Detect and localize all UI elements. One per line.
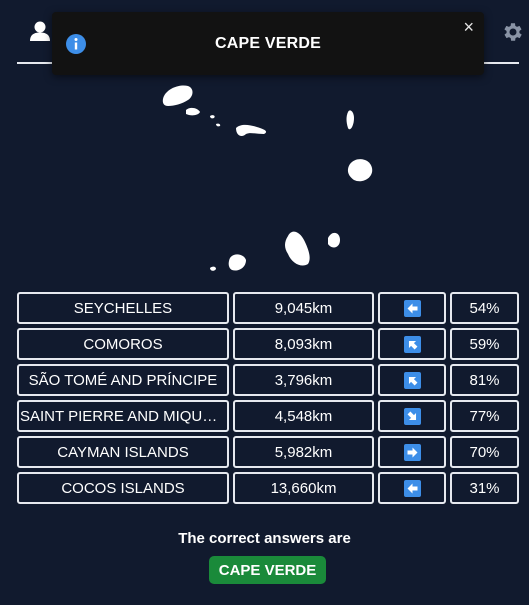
guess-direction	[378, 472, 446, 504]
guess-row: SAINT PIERRE AND MIQUELON 4,548km 77%	[17, 400, 519, 432]
guess-direction	[378, 400, 446, 432]
island-maio	[328, 232, 340, 248]
user-icon[interactable]	[29, 20, 51, 42]
guess-row: COMOROS 8,093km 59%	[17, 328, 519, 360]
island-fogo	[228, 254, 246, 271]
guess-percent: 54%	[450, 292, 519, 324]
arrow-right-icon	[403, 443, 421, 461]
correct-answer-badge[interactable]: CAPE VERDE	[209, 556, 326, 584]
guess-distance: 13,660km	[233, 472, 374, 504]
island-santiago	[285, 231, 310, 266]
result-toast: CAPE VERDE ×	[52, 12, 484, 75]
guess-direction	[378, 328, 446, 360]
arrow-down-right-icon	[403, 407, 421, 425]
island-brava	[210, 266, 216, 271]
guess-distance: 8,093km	[233, 328, 374, 360]
island-santo-antao	[162, 85, 193, 106]
guess-country: SÃO TOMÉ AND PRÍNCIPE	[17, 364, 229, 396]
guess-country: CAYMAN ISLANDS	[17, 436, 229, 468]
guess-direction	[378, 436, 446, 468]
guess-direction	[378, 292, 446, 324]
guess-country: SAINT PIERRE AND MIQUELON	[17, 400, 229, 432]
guess-distance: 4,548km	[233, 400, 374, 432]
country-map	[162, 85, 373, 271]
guess-percent: 31%	[450, 472, 519, 504]
guess-row: COCOS ISLANDS 13,660km 31%	[17, 472, 519, 504]
arrow-up-left-icon	[403, 335, 421, 353]
guess-country: COCOS ISLANDS	[17, 472, 229, 504]
guess-percent: 70%	[450, 436, 519, 468]
island-boa-vista	[347, 159, 373, 182]
guess-row: SÃO TOMÉ AND PRÍNCIPE 3,796km 81%	[17, 364, 519, 396]
island-ilheu	[216, 123, 221, 127]
correct-answer-label: The correct answers are	[178, 530, 351, 547]
guess-percent: 77%	[450, 400, 519, 432]
toast-message: CAPE VERDE	[214, 35, 322, 52]
island-santa-luzia	[210, 115, 215, 119]
island-sal	[346, 110, 354, 130]
guess-row: CAYMAN ISLANDS 5,982km 70%	[17, 436, 519, 468]
guess-percent: 59%	[450, 328, 519, 360]
guess-distance: 5,982km	[233, 436, 374, 468]
guess-country: SEYCHELLES	[17, 292, 229, 324]
close-icon[interactable]: ×	[463, 17, 474, 37]
arrow-up-left-icon	[403, 371, 421, 389]
island-sao-nicolau	[236, 124, 267, 136]
guess-row: SEYCHELLES 9,045km 54%	[17, 292, 519, 324]
arrow-left-icon	[403, 299, 421, 317]
guess-table: SEYCHELLES 9,045km 54% COMOROS 8,093km 5…	[17, 292, 519, 508]
info-icon	[66, 34, 86, 54]
guess-distance: 3,796km	[233, 364, 374, 396]
island-sao-vicente	[186, 107, 200, 116]
guess-percent: 81%	[450, 364, 519, 396]
gear-icon[interactable]	[501, 20, 525, 44]
guess-distance: 9,045km	[233, 292, 374, 324]
arrow-left-icon	[403, 479, 421, 497]
guess-direction	[378, 364, 446, 396]
guess-country: COMOROS	[17, 328, 229, 360]
